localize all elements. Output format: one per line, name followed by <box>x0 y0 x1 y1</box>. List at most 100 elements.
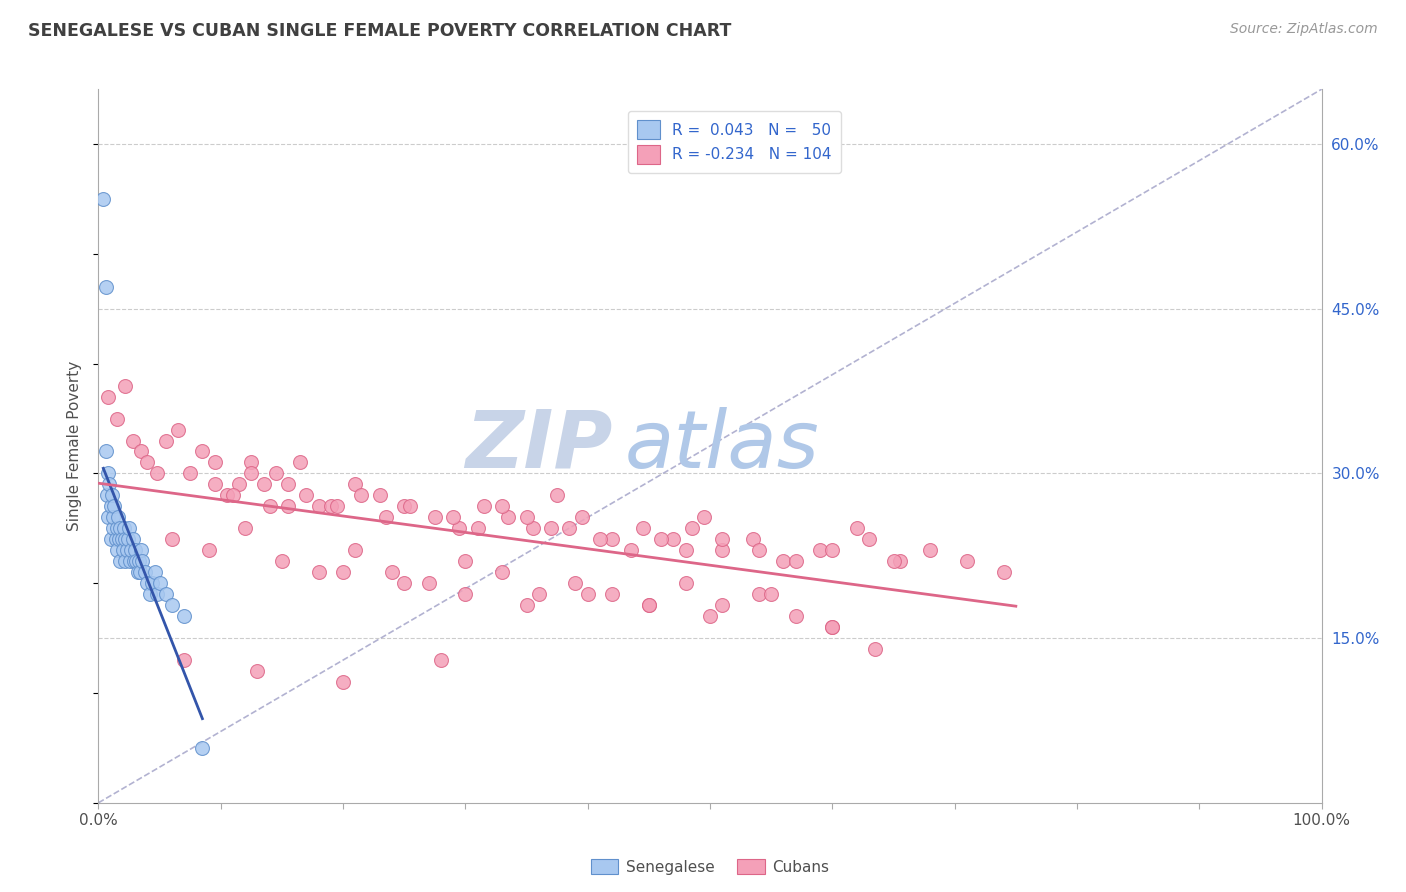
Point <box>496 510 519 524</box>
Point <box>98 477 121 491</box>
Point <box>129 444 152 458</box>
Point <box>956 554 979 568</box>
Point <box>114 378 136 392</box>
Point <box>97 390 120 404</box>
Point <box>136 455 159 469</box>
Point <box>699 609 721 624</box>
Point <box>332 675 354 690</box>
Point <box>454 554 477 568</box>
Point <box>319 500 342 514</box>
Point <box>332 566 354 580</box>
Point <box>167 423 190 437</box>
Point <box>308 566 330 580</box>
Point <box>105 543 128 558</box>
Text: SENEGALESE VS CUBAN SINGLE FEMALE POVERTY CORRELATION CHART: SENEGALESE VS CUBAN SINGLE FEMALE POVERT… <box>28 22 731 40</box>
Point <box>863 642 886 657</box>
Point <box>128 554 150 568</box>
Point <box>101 510 124 524</box>
Point <box>821 543 844 558</box>
Point <box>240 467 263 481</box>
Point <box>491 500 513 514</box>
Point <box>155 587 177 601</box>
Point <box>576 587 599 601</box>
Point <box>215 488 238 502</box>
Point <box>564 576 586 591</box>
Point <box>122 554 145 568</box>
Point <box>155 434 177 448</box>
Text: Source: ZipAtlas.com: Source: ZipAtlas.com <box>1230 22 1378 37</box>
Point <box>204 477 226 491</box>
Point <box>515 598 537 612</box>
Point <box>127 566 149 580</box>
Point <box>399 500 422 514</box>
Point <box>146 587 169 601</box>
Point <box>522 521 544 535</box>
Legend: Senegalese, Cubans: Senegalese, Cubans <box>585 853 835 880</box>
Point <box>104 533 127 547</box>
Point <box>600 533 623 547</box>
Point <box>129 566 152 580</box>
Point <box>889 554 911 568</box>
Point <box>141 576 163 591</box>
Point <box>105 411 128 425</box>
Point <box>631 521 654 535</box>
Point <box>103 500 125 514</box>
Point <box>118 521 141 535</box>
Point <box>515 510 537 524</box>
Point <box>173 653 195 667</box>
Point <box>381 566 404 580</box>
Point <box>711 598 734 612</box>
Point <box>423 510 446 524</box>
Point <box>491 566 513 580</box>
Point <box>295 488 318 502</box>
Point <box>546 488 568 502</box>
Point <box>114 554 136 568</box>
Point <box>121 434 143 448</box>
Point <box>845 521 868 535</box>
Point <box>110 554 132 568</box>
Point <box>114 533 136 547</box>
Point <box>344 543 367 558</box>
Point <box>430 653 453 667</box>
Point <box>129 543 152 558</box>
Text: atlas: atlas <box>624 407 820 485</box>
Point <box>392 500 416 514</box>
Point <box>277 477 299 491</box>
Point <box>761 587 783 601</box>
Point <box>111 533 134 547</box>
Point <box>246 664 269 678</box>
Point <box>675 543 697 558</box>
Point <box>94 280 117 294</box>
Y-axis label: Single Female Poverty: Single Female Poverty <box>67 361 83 531</box>
Point <box>368 488 391 502</box>
Point <box>711 543 734 558</box>
Point <box>571 510 593 524</box>
Point <box>467 521 489 535</box>
Point <box>115 543 138 558</box>
Point <box>112 521 135 535</box>
Point <box>681 521 703 535</box>
Point <box>100 533 122 547</box>
Point <box>222 488 245 502</box>
Point <box>149 576 172 591</box>
Point <box>883 554 905 568</box>
Point <box>111 543 134 558</box>
Point <box>675 576 697 591</box>
Point <box>821 620 844 634</box>
Point <box>228 477 250 491</box>
Point <box>748 587 770 601</box>
Point <box>110 521 132 535</box>
Point <box>449 521 471 535</box>
Point <box>290 455 312 469</box>
Point <box>143 566 166 580</box>
Point <box>858 533 880 547</box>
Point <box>600 587 623 601</box>
Point <box>120 554 142 568</box>
Point <box>139 587 162 601</box>
Point <box>344 477 367 491</box>
Point <box>97 467 120 481</box>
Point <box>97 510 120 524</box>
Point <box>270 554 294 568</box>
Point <box>105 521 128 535</box>
Point <box>204 455 226 469</box>
